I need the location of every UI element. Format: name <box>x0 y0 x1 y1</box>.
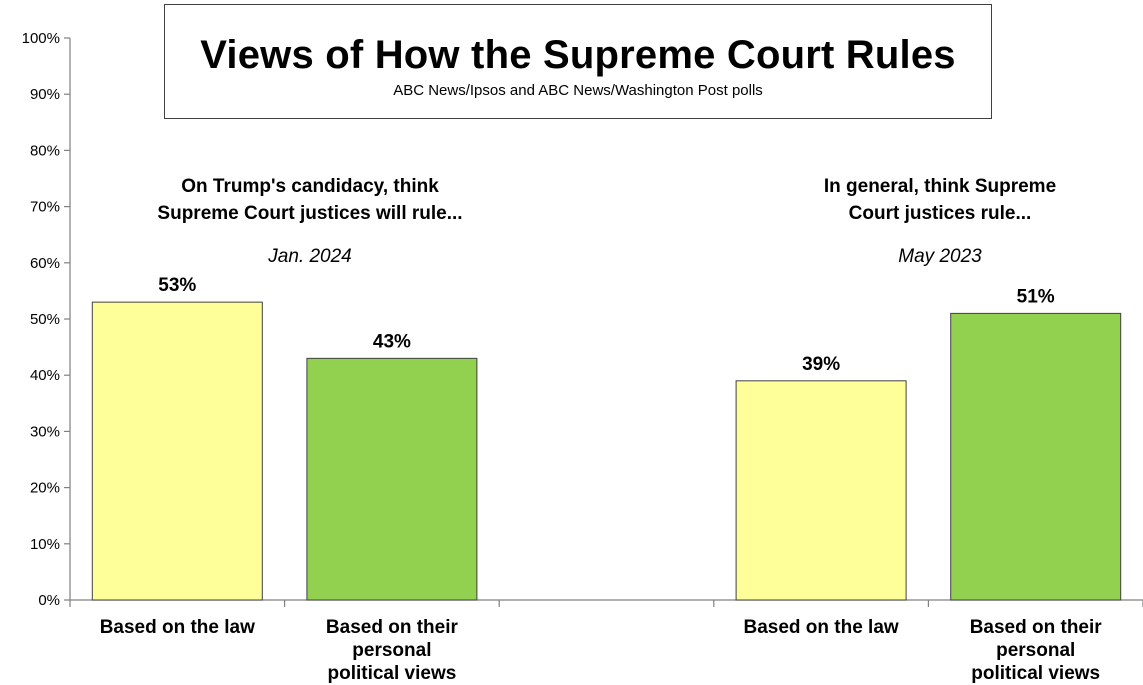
group-heading-left: On Trump's candidacy, think Supreme Cour… <box>157 176 463 224</box>
y-tick-label: 10% <box>30 536 60 553</box>
chart-title: Views of How the Supreme Court Rules <box>200 33 956 77</box>
y-tick-label: 90% <box>30 86 60 103</box>
y-tick-label: 60% <box>30 255 60 272</box>
y-tick-label: 50% <box>30 311 60 328</box>
y-tick-label: 0% <box>38 592 60 609</box>
bar-value-label: 43% <box>373 331 411 352</box>
group-date-left: Jan. 2024 <box>268 246 352 267</box>
y-tick-label: 100% <box>22 30 60 47</box>
group-heading-right: In general, think Supreme Court justices… <box>823 176 1057 224</box>
bar-value-label: 51% <box>1017 286 1055 307</box>
bar <box>306 357 478 601</box>
x-category-label: Based on their personal political views <box>970 617 1103 684</box>
group-date-right: May 2023 <box>898 246 982 267</box>
chart-subtitle: ABC News/Ipsos and ABC News/Washington P… <box>393 82 763 99</box>
y-tick-label: 30% <box>30 423 60 440</box>
y-tick-label: 40% <box>30 367 60 384</box>
bar-value-label: 53% <box>158 275 196 296</box>
bar <box>91 301 263 601</box>
x-category-label: Based on their personal political views <box>326 617 459 684</box>
x-category-label: Based on the law <box>743 617 898 638</box>
bar <box>735 380 907 601</box>
x-category-label: Based on the law <box>100 617 255 638</box>
y-tick-label: 20% <box>30 480 60 497</box>
title-box: Views of How the Supreme Court Rules ABC… <box>164 4 992 119</box>
y-tick-label: 70% <box>30 199 60 216</box>
bar <box>950 312 1122 601</box>
y-tick-label: 80% <box>30 142 60 159</box>
bar-value-label: 39% <box>802 354 840 375</box>
